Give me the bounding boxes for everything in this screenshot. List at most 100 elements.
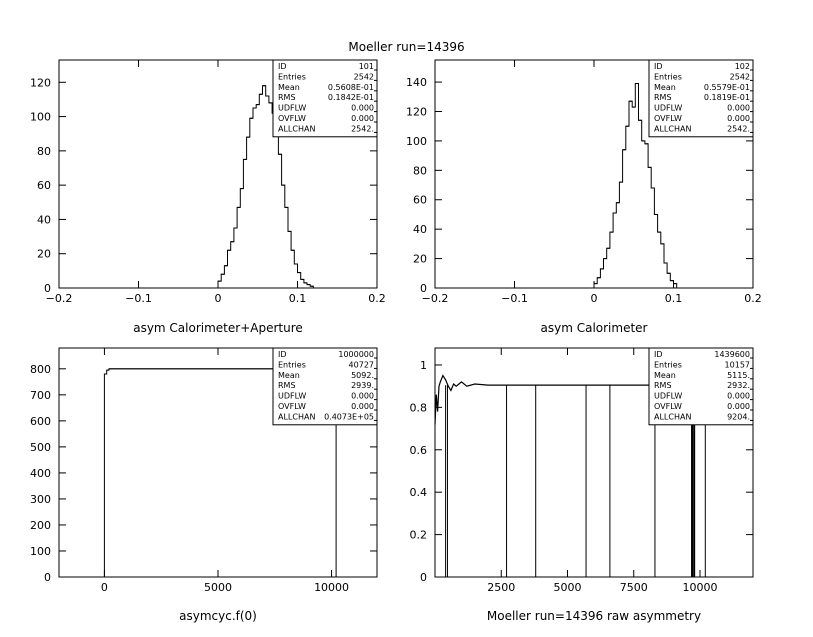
y-tick-label: 100 [30,545,51,558]
x-tick-label: 0.1 [665,292,683,305]
stats-label: OVFLW [654,402,682,411]
stats-box: ID 101 Entries 2542 Mean 0.5608E-01 RMS 0.1842E… [272,59,378,138]
stats-label: OVFLW [278,114,306,123]
stats-box: ID 1439600 Entries 10157 Mean 5115. RMS 2932. UD… [648,347,754,426]
stats-label: OVFLW [278,402,306,411]
y-tick-label: 120 [30,76,51,89]
stats-value: 2542 [730,72,750,81]
stats-label: Mean [654,371,676,380]
y-tick-label: 800 [30,363,51,376]
asymmetry-series [434,374,706,425]
stats-label: Mean [278,83,300,92]
chart-panel-1: −0.2 −0.1 0 0.1 0.2 0 20 40 60 80 100 120 asym Calor… [30,59,386,335]
x-tick-label: 5000 [554,581,582,594]
stats-value: 102 [735,62,750,71]
stats-label: UDFLW [278,392,306,401]
stats-value: 0.5579E-01 [704,83,750,92]
stats-label: Mean [278,371,300,380]
x-tick-label: 0.2 [368,292,386,305]
stats-label: RMS [278,93,296,102]
y-tick-label: 80 [413,164,427,177]
stats-label: Mean [654,83,676,92]
stats-label: ID [278,350,287,359]
stats-value: 2932. [727,381,750,390]
stats-value: 0.000 [351,392,374,401]
y-tick-label: 700 [30,389,51,402]
x-tick-label: 0.2 [744,292,762,305]
stats-label: ALLCHAN [278,412,315,421]
y-tick-label: 120 [406,105,427,118]
x-axis-label: asymcyc.f(0) [179,609,257,623]
stats-label: ID [654,350,663,359]
stats-label: UDFLW [278,104,306,113]
y-tick-label: 0.8 [410,401,428,414]
stats-value: 101 [359,62,374,71]
stats-label: Entries [278,72,306,81]
stats-value: 2542. [351,124,374,133]
chart-panel-3: 0 5000 10000 0 100 200 300 400 500 600 700 800 asymc… [30,347,378,623]
stats-box: ID 1000000 Entries 40727 Mean 5092. RMS 2939. UD… [272,347,378,426]
stats-value: 0.000 [351,104,374,113]
y-tick-label: 500 [30,441,51,454]
stats-label: ALLCHAN [278,124,315,133]
figure-title: Moeller run=14396 [348,40,465,54]
stats-label: ID [654,62,663,71]
stats-box-frame [648,347,754,426]
stats-label: ID [278,62,287,71]
x-tick-label: 0 [215,292,222,305]
x-axis-label: asym Calorimeter [541,321,648,335]
y-tick-label: 0 [44,282,51,295]
x-tick-label: 5000 [204,581,232,594]
y-tick-label: 0.6 [410,444,428,457]
y-tick-label: 300 [30,493,51,506]
y-tick-label: 40 [37,213,51,226]
x-axis-label: Moeller run=14396 raw asymmetry [487,609,701,623]
y-tick-label: 80 [37,145,51,158]
y-tick-label: 60 [37,179,51,192]
x-tick-label: −0.1 [501,292,528,305]
y-tick-label: 20 [413,253,427,266]
stats-label: UDFLW [654,104,682,113]
stats-box-frame [272,59,378,138]
stats-value: 0.000 [727,392,750,401]
x-tick-label: −0.2 [422,292,449,305]
stats-label: ALLCHAN [654,412,691,421]
x-tick-label: 10000 [683,581,718,594]
y-tick-label: 140 [406,76,427,89]
stats-label: RMS [654,93,672,102]
y-tick-label: 0.4 [410,486,428,499]
x-tick-label: 0 [101,581,108,594]
stats-label: RMS [654,381,672,390]
stats-value: 9204. [727,412,750,421]
stats-label: UDFLW [654,392,682,401]
y-tick-label: 0.2 [410,529,428,542]
stats-value: 40727 [349,360,374,369]
plot-frame [434,347,754,578]
stats-value: 10157 [725,360,750,369]
stats-value: 2542. [727,124,750,133]
y-tick-label: 0 [44,571,51,584]
y-tick-label: 40 [413,223,427,236]
histogram-series [217,85,314,288]
y-tick-label: 600 [30,415,51,428]
x-tick-label: 0 [591,292,598,305]
x-tick-label: 10000 [314,581,349,594]
y-tick-label: 0 [420,282,427,295]
stats-value: 0.000 [727,114,750,123]
stats-label: Entries [654,72,682,81]
stats-box: ID 102 Entries 2542 Mean 0.5579E-01 RMS 0.1819E… [648,59,754,138]
y-tick-label: 1 [420,359,427,372]
stats-label: RMS [278,381,296,390]
x-tick-label: 2500 [487,581,515,594]
x-tick-label: 7500 [620,581,648,594]
x-tick-label: 0.1 [289,292,307,305]
histogram-series [593,83,678,288]
x-axis-label: asym Calorimeter+Aperture [133,321,303,335]
stats-value: 0.1819E-01 [704,93,750,102]
stats-label: Entries [278,360,306,369]
y-tick-label: 0 [420,571,427,584]
stats-value: 0.000 [351,402,374,411]
stats-value: 1439600 [714,350,750,359]
stats-value: 0.4073E+05 [324,412,374,421]
